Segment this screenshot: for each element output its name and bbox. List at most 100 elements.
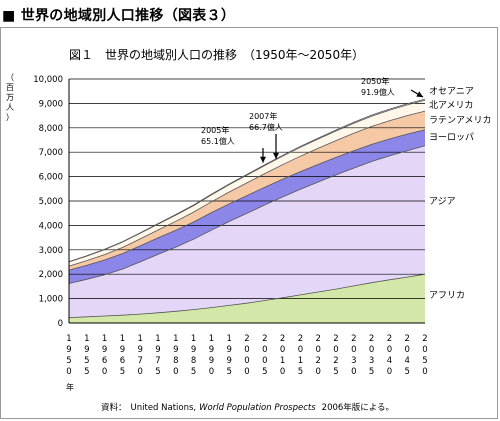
x-tick-digit: 9 bbox=[209, 356, 214, 366]
x-tick-digit: 5 bbox=[84, 356, 89, 366]
x-tick-digit: 8 bbox=[173, 356, 178, 366]
y-tick-label: 1,000 bbox=[39, 295, 63, 305]
source-suffix: 2006年版による。 bbox=[322, 402, 394, 413]
x-tick-digit: 0 bbox=[422, 345, 427, 355]
area-0 bbox=[69, 274, 425, 323]
chart-title: 図１ 世界の地域別人口の推移 （1950年〜2050年） bbox=[69, 48, 364, 62]
page-title: ■ 世界の地域別人口推移（図表３） bbox=[2, 8, 236, 24]
y-tick-label: 3,000 bbox=[39, 246, 63, 256]
series-label-1: アジア bbox=[429, 197, 456, 207]
x-axis-ticks: 1950195519601965197019751980198519901995… bbox=[66, 334, 427, 377]
x-tick-digit: 4 bbox=[404, 356, 409, 366]
x-tick-digit: 0 bbox=[209, 367, 214, 377]
x-tick-digit: 9 bbox=[209, 345, 214, 355]
x-tick-digit: 6 bbox=[120, 356, 125, 366]
x-tick-digit: 2 bbox=[280, 334, 285, 344]
x-tick-digit: 1 bbox=[209, 334, 214, 344]
x-tick-digit: 1 bbox=[84, 334, 89, 344]
x-tick-digit: 2 bbox=[351, 334, 356, 344]
x-tick-digit: 0 bbox=[137, 367, 142, 377]
x-tick-digit: 5 bbox=[155, 367, 160, 377]
x-tick-digit: 1 bbox=[155, 334, 160, 344]
y-label-char: 人 bbox=[6, 103, 14, 112]
x-tick-digit: 9 bbox=[84, 345, 89, 355]
x-tick-digit: 2 bbox=[422, 334, 427, 344]
x-tick-digit: 1 bbox=[226, 334, 231, 344]
series-label-2: ヨーロッパ bbox=[429, 132, 474, 143]
x-tick-digit: 1 bbox=[191, 334, 196, 344]
x-tick-digit: 0 bbox=[244, 367, 249, 377]
x-tick-digit: 9 bbox=[173, 345, 178, 355]
x-tick-digit: 5 bbox=[66, 356, 71, 366]
x-tick-digit: 2 bbox=[387, 334, 392, 344]
source-prefix: 資料： bbox=[101, 402, 127, 413]
source-note: 資料： United Nations, World Population Prosp… bbox=[101, 402, 394, 413]
y-tick-label: 5,000 bbox=[39, 197, 63, 207]
x-tick-digit: 7 bbox=[155, 356, 160, 366]
series-label-4: 北アメリカ bbox=[429, 100, 474, 111]
x-tick-digit: 2 bbox=[315, 356, 320, 366]
x-tick-digit: 5 bbox=[84, 367, 89, 377]
y-tick-label: 4,000 bbox=[39, 221, 63, 231]
x-tick-digit: 5 bbox=[422, 356, 427, 366]
area-4 bbox=[69, 100, 425, 267]
x-tick-digit: 0 bbox=[387, 345, 392, 355]
annotation-year: 2005年 bbox=[201, 125, 229, 135]
x-tick-digit: 2 bbox=[369, 334, 374, 344]
x-tick-digit: 0 bbox=[351, 345, 356, 355]
annotation-value: 91.9億人 bbox=[361, 87, 395, 97]
x-tick-digit: 1 bbox=[102, 334, 107, 344]
x-tick-digit: 4 bbox=[387, 356, 392, 366]
x-tick-digit: 0 bbox=[333, 345, 338, 355]
x-tick-digit: 5 bbox=[404, 367, 409, 377]
y-tick-label: 9,000 bbox=[39, 99, 63, 109]
area-2 bbox=[69, 129, 425, 284]
x-tick-digit: 2 bbox=[262, 334, 267, 344]
x-tick-digit: 1 bbox=[120, 334, 125, 344]
x-tick-label: 2005 bbox=[262, 334, 267, 377]
series-boundary-5 bbox=[68, 98, 426, 262]
series-boundary-1 bbox=[68, 145, 426, 284]
x-tick-digit: 0 bbox=[422, 367, 427, 377]
series-label-0: アフリカ bbox=[429, 290, 465, 301]
x-tick-digit: 0 bbox=[244, 356, 249, 366]
series-boundary-3 bbox=[68, 110, 426, 267]
annotation-arrow-head bbox=[273, 152, 279, 159]
x-tick-digit: 3 bbox=[369, 356, 374, 366]
x-tick-digit: 0 bbox=[262, 356, 267, 366]
x-tick-digit: 0 bbox=[315, 345, 320, 355]
series-boundary-2 bbox=[68, 129, 426, 271]
x-tick-digit: 7 bbox=[137, 356, 142, 366]
x-tick-digit: 9 bbox=[226, 356, 231, 366]
x-tick-digit: 1 bbox=[173, 334, 178, 344]
plot-area bbox=[68, 78, 426, 324]
x-tick-digit: 0 bbox=[173, 367, 178, 377]
x-tick-digit: 0 bbox=[387, 367, 392, 377]
x-tick-digit: 0 bbox=[369, 345, 374, 355]
y-label-char: （ bbox=[6, 73, 14, 82]
x-tick-digit: 8 bbox=[191, 356, 196, 366]
x-tick-digit: 2 bbox=[298, 334, 303, 344]
x-tick-digit: 5 bbox=[298, 367, 303, 377]
x-tick-digit: 9 bbox=[120, 345, 125, 355]
y-label-char: 百 bbox=[6, 83, 14, 92]
source-title: World Population Prospects bbox=[199, 403, 316, 413]
x-tick-digit: 5 bbox=[120, 367, 125, 377]
y-tick-label: 8,000 bbox=[39, 124, 63, 134]
y-tick-label: 0 bbox=[58, 319, 63, 329]
annotation-arrow-head bbox=[260, 156, 266, 163]
